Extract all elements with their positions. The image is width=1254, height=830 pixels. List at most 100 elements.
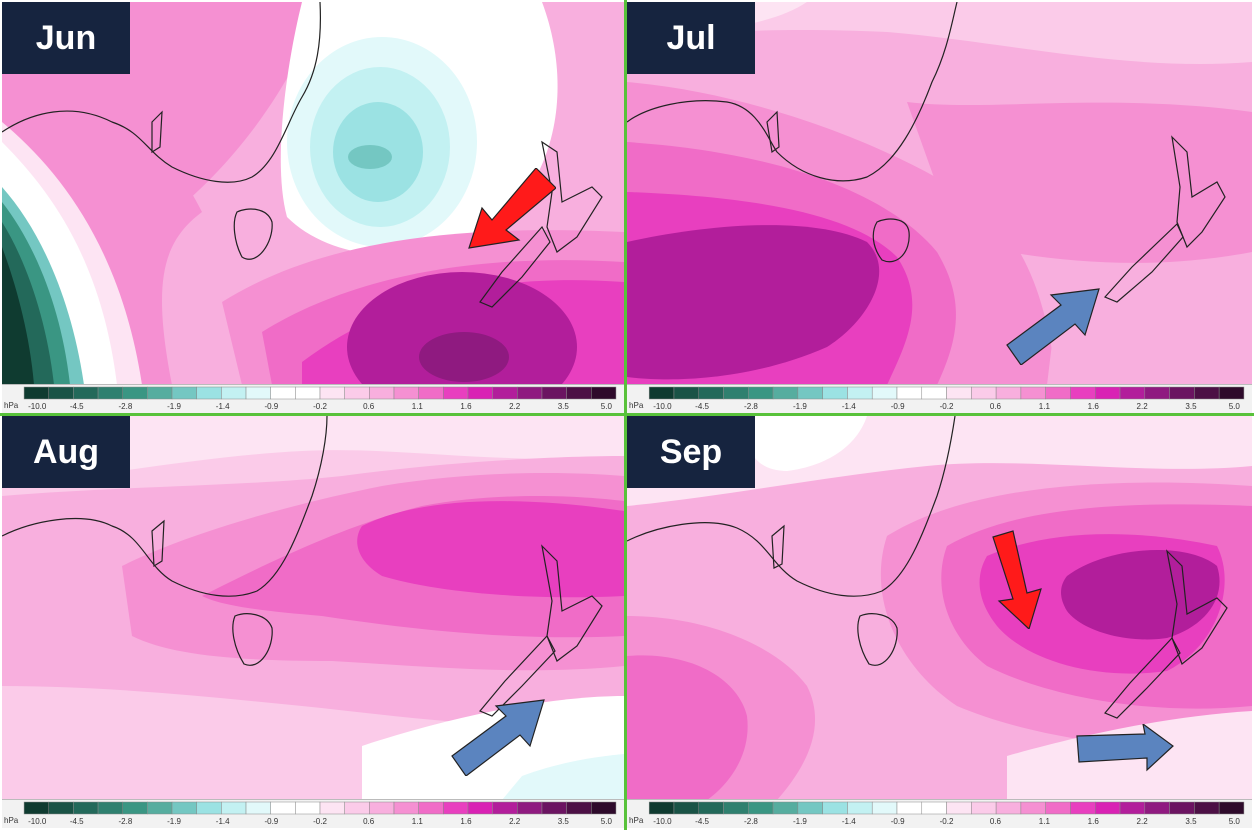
colorbar-tick-label: 5.0 — [601, 817, 613, 826]
colorbar-tick-label: -10.0 — [653, 402, 672, 411]
colorbar-swatch — [1020, 386, 1046, 400]
colorbar-unit-label: hPa — [629, 816, 644, 825]
colorbar-tick-label: 1.6 — [1088, 817, 1100, 826]
panel-divider-horizontal — [0, 413, 1254, 416]
colorbar-tick-label: -1.9 — [167, 402, 181, 411]
colorbar-swatch — [847, 386, 873, 400]
colorbar-swatch — [847, 801, 873, 815]
colorbar-swatch — [1045, 801, 1071, 815]
colorbar-tick-label: -10.0 — [28, 402, 47, 411]
colorbar-swatch — [393, 386, 419, 400]
colorbar-tick-label: 5.0 — [1229, 817, 1241, 826]
colorbar-tick-label: -2.8 — [744, 402, 758, 411]
colorbar-swatch — [822, 386, 848, 400]
colorbar-swatch — [48, 801, 74, 815]
colorbar-tick-label: 0.6 — [363, 817, 375, 826]
colorbar-swatch — [196, 801, 222, 815]
colorbar-tick-label: -1.4 — [216, 402, 230, 411]
colorbar-swatch — [23, 801, 49, 815]
arrow-blue-icon — [1076, 724, 1174, 772]
colorbar-swatch — [698, 386, 724, 400]
colorbar-swatch — [221, 801, 247, 815]
colorbar-tick-label: 1.6 — [460, 817, 472, 826]
colorbar-swatch — [871, 801, 898, 815]
colorbar-tick-label: 2.2 — [509, 817, 521, 826]
colorbar-jun: hPa -10.0 -4.5 -2.8 -1.9 -1.4 -0.9 -0.2 0.6 1.1 1.… — [2, 384, 624, 413]
colorbar-swatch — [1119, 386, 1146, 400]
colorbar-swatch — [772, 801, 799, 815]
colorbar-tick-label: -4.5 — [695, 817, 709, 826]
colorbar-swatch — [591, 801, 617, 815]
colorbar-swatch — [171, 386, 197, 400]
colorbar-swatch — [723, 801, 749, 815]
colorbar-tick-label: -1.4 — [842, 402, 856, 411]
colorbar-swatch — [566, 386, 592, 400]
colorbar-tick-label: -1.4 — [216, 817, 230, 826]
colorbar-swatch — [541, 801, 567, 815]
colorbar-swatch — [73, 386, 99, 400]
map-sep — [627, 416, 1252, 800]
colorbar-tick-label: 3.5 — [1185, 402, 1197, 411]
colorbar-swatch — [748, 801, 774, 815]
colorbar-swatch — [971, 801, 997, 815]
colorbar-tick-label: -2.8 — [744, 817, 758, 826]
colorbar-swatch — [517, 386, 543, 400]
colorbar-swatch — [344, 801, 370, 815]
colorbar-swatch — [1144, 801, 1170, 815]
colorbar-swatch — [418, 386, 444, 400]
colorbar-swatch — [492, 386, 518, 400]
month-label-aug: Aug — [2, 416, 130, 488]
colorbar-swatch — [1218, 386, 1245, 400]
colorbar-swatch — [1094, 801, 1121, 815]
colorbar-sep: hPa -10.0 -4.5 -2.8 -1.9 -1.4 -0.9 -0.2 0.6 1.1 1.… — [627, 799, 1252, 828]
colorbar-tick-label: -4.5 — [695, 402, 709, 411]
colorbar-swatch — [1194, 801, 1220, 815]
colorbar-tick-label: -2.8 — [118, 402, 132, 411]
colorbar-tick-label: -10.0 — [653, 817, 672, 826]
colorbar-swatch — [591, 386, 617, 400]
colorbar-tick-label: -0.2 — [313, 817, 327, 826]
colorbar-swatch — [295, 801, 321, 815]
colorbar-swatch — [196, 386, 222, 400]
map-panel-sep: Sep hPa -10.0 -4.5 -2.8 -1.9 -1.4 -0.9 -0.2 0.6 1… — [627, 416, 1252, 828]
colorbar-swatch — [245, 386, 271, 400]
colorbar-swatch — [698, 801, 724, 815]
arrow-blue-icon — [451, 699, 545, 776]
colorbar-swatch — [97, 386, 123, 400]
colorbar-aug: hPa -10.0 -4.5 -2.8 -1.9 -1.4 -0.9 -0.2 0.6 1.1 1.… — [2, 799, 624, 828]
colorbar-unit-label: hPa — [4, 401, 19, 410]
colorbar-unit-label: hPa — [629, 401, 644, 410]
colorbar-swatch — [73, 801, 99, 815]
colorbar-swatch — [673, 801, 699, 815]
colorbar-tick-label: -0.9 — [264, 817, 278, 826]
map-aug — [2, 416, 624, 800]
colorbar-swatch — [319, 386, 345, 400]
colorbar-swatch — [723, 386, 749, 400]
colorbar-tick-label: -0.2 — [940, 817, 954, 826]
colorbar-swatch — [648, 386, 675, 400]
colorbar-tick-label: 1.1 — [412, 817, 424, 826]
colorbar-tick-label: 0.6 — [363, 402, 375, 411]
colorbar-swatch — [122, 386, 148, 400]
colorbar-tick-label: -4.5 — [70, 402, 84, 411]
colorbar-swatch — [369, 801, 395, 815]
colorbar-swatch — [772, 386, 799, 400]
map-panel-aug: Aug hPa -10.0 -4.5 -2.8 -1.9 -1.4 -0.9 -0.2 0.6 1… — [2, 416, 624, 828]
colorbar-swatch — [467, 801, 493, 815]
colorbar-tick-label: 0.6 — [990, 817, 1002, 826]
colorbar-swatch — [295, 386, 321, 400]
colorbar-tick-label: 2.2 — [509, 402, 521, 411]
colorbar-tick-label: -0.9 — [264, 402, 278, 411]
colorbar-swatch — [946, 801, 972, 815]
colorbar-swatch — [946, 386, 972, 400]
colorbar-swatch — [1094, 386, 1121, 400]
colorbar-tick-label: -1.4 — [842, 817, 856, 826]
colorbar-tick-label: 3.5 — [558, 402, 570, 411]
colorbar-swatch — [1045, 386, 1071, 400]
colorbar-swatch — [921, 386, 947, 400]
colorbar-jul: hPa -10.0 -4.5 -2.8 -1.9 -1.4 -0.9 -0.2 0.6 1.1 1.… — [627, 384, 1252, 413]
colorbar-swatch — [319, 801, 345, 815]
month-label-jun: Jun — [2, 2, 130, 74]
map-jun — [2, 2, 624, 385]
colorbar-swatch — [896, 386, 923, 400]
